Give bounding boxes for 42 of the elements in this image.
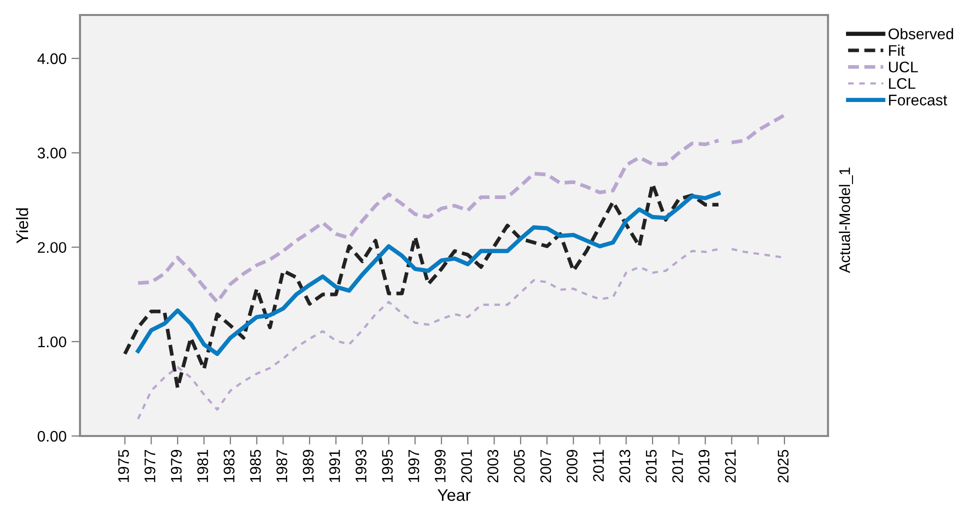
x-tick-label: 2007 [540, 450, 552, 482]
x-tick-label: 2017 [672, 450, 684, 482]
x-tick-label: 2011 [593, 450, 604, 482]
x-tick-label: 2015 [646, 450, 657, 482]
x-tick-label: 1991 [329, 450, 340, 482]
x-tick-label: 1987 [276, 450, 288, 482]
x-tick-label: 2013 [619, 450, 630, 482]
y-tick-label: 1.00 [38, 336, 66, 348]
y-tick-label: 2.00 [38, 242, 66, 253]
line-series [730, 113, 786, 144]
y-tick-label: 4.00 [37, 53, 66, 64]
line-series [136, 138, 720, 304]
x-tick-label: 1981 [197, 450, 208, 482]
legend-label: LCL [889, 78, 916, 89]
x-tick-label: 1989 [302, 450, 314, 482]
x-tick-label: 2009 [566, 450, 578, 482]
x-tick-label: 2003 [488, 450, 498, 482]
legend-label: Observed [888, 28, 954, 40]
line-series [136, 248, 720, 420]
x-tick-label: 1993 [356, 450, 366, 482]
y-axis-title: Yield [16, 208, 28, 244]
x-tick-label: 1999 [434, 450, 446, 482]
x-tick-label: 1983 [224, 450, 234, 482]
x-tick-label: 2025 [778, 450, 789, 482]
legend-label: UCL [889, 62, 918, 72]
line-series [136, 191, 721, 356]
legend-label: Forecast [889, 94, 948, 106]
x-tick-label: 1995 [382, 450, 393, 482]
x-tick-label: 1979 [170, 450, 182, 482]
x-tick-label: 1997 [408, 450, 420, 482]
x-tick-label: 1985 [250, 450, 261, 482]
x-tick-label: 2005 [514, 450, 525, 482]
text: Actual-Model_1 [838, 168, 853, 274]
x-tick-label: 1977 [144, 450, 156, 482]
x-tick-label: 2019 [698, 450, 710, 482]
x-tick-label: 2001 [461, 450, 472, 482]
x-tick-label: 1975 [118, 450, 129, 482]
x-tick-label: 2021 [724, 450, 736, 482]
legend-label: Fit [889, 44, 905, 56]
y-tick-label: 0.00 [38, 430, 66, 442]
y-tick-label: 3.00 [38, 148, 66, 158]
x-axis-title: Year [438, 489, 471, 501]
